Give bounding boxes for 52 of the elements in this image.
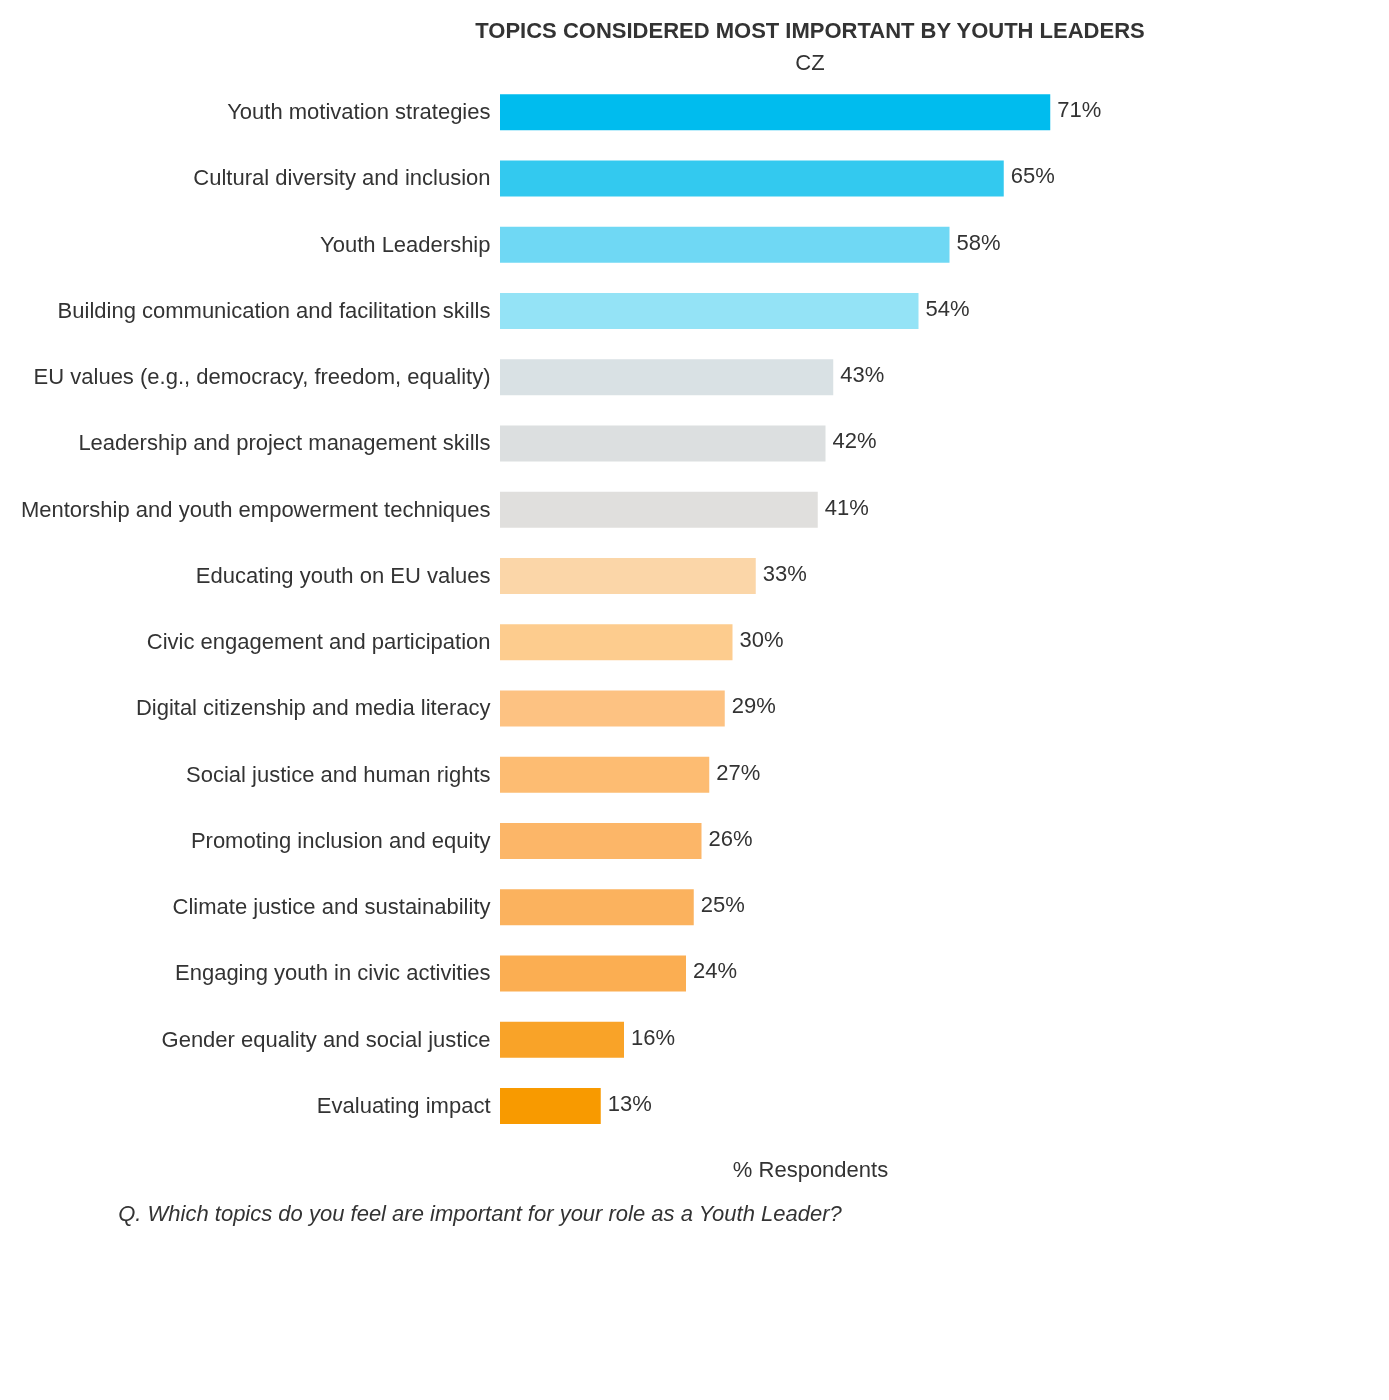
y-tick-label: Mentorship and youth empowerment techniques [20,496,491,522]
y-tick-label: Cultural diversity and inclusion [193,165,491,191]
bar [500,425,826,462]
data-label: 41% [824,494,869,520]
y-tick-label: Youth motivation strategies [227,99,491,125]
data-label: 27% [716,759,761,785]
bar [500,1021,624,1058]
bar [500,1087,601,1124]
y-tick-label: Evaluating impact [316,1092,491,1118]
y-tick-label: EU values (e.g., democracy, freedom, equality) [33,364,491,390]
y-tick-label: Building communication and facilitation skills [57,297,491,323]
data-label: 30% [739,627,784,653]
data-label: 43% [840,362,885,388]
y-tick-label: Social justice and human rights [186,761,491,787]
data-label: 25% [700,892,745,918]
y-tick-label: Engaging youth in civic activities [175,960,491,986]
bar [500,226,950,263]
data-label: 58% [956,229,1001,255]
bar [500,292,919,329]
data-label: 13% [607,1090,652,1116]
chart-subtitle: CZ [795,50,825,75]
y-tick-label: Promoting inclusion and equity [190,827,491,853]
data-label: 29% [731,693,776,719]
x-axis-title: % Respondents [732,1156,889,1182]
bar [500,624,733,661]
y-tick-label: Gender equality and social justice [161,1026,491,1052]
text: Q. Which topics do you feel are important for your role as a Youth Leader? [118,1201,843,1226]
y-tick-label: Leadership and project management skills [78,430,491,456]
y-tick-label: Digital citizenship and media literacy [135,695,491,721]
bar [500,359,834,396]
y-tick-label: Educating youth on EU values [195,562,491,588]
data-label: 65% [1010,163,1055,189]
data-label: 16% [631,1024,676,1050]
bar [500,822,702,859]
data-label: 54% [925,295,970,321]
data-label: 42% [832,428,877,454]
data-label: 24% [693,958,738,984]
bar [500,557,756,594]
bar [500,955,686,992]
bar [500,491,818,528]
y-tick-label: Civic engagement and participation [146,629,491,655]
y-tick-label: Climate justice and sustainability [172,894,491,920]
bar [500,690,725,727]
bar [500,889,694,926]
data-label: 71% [1057,97,1102,123]
data-label: 33% [762,560,807,586]
bar [500,756,710,793]
chart-title: TOPICS CONSIDERED MOST IMPORTANT BY YOUTH LEADERS [475,18,1145,43]
y-tick-label: Youth Leadership [320,231,491,257]
bar [500,94,1051,131]
bar [500,160,1004,197]
data-label: 26% [708,825,753,851]
